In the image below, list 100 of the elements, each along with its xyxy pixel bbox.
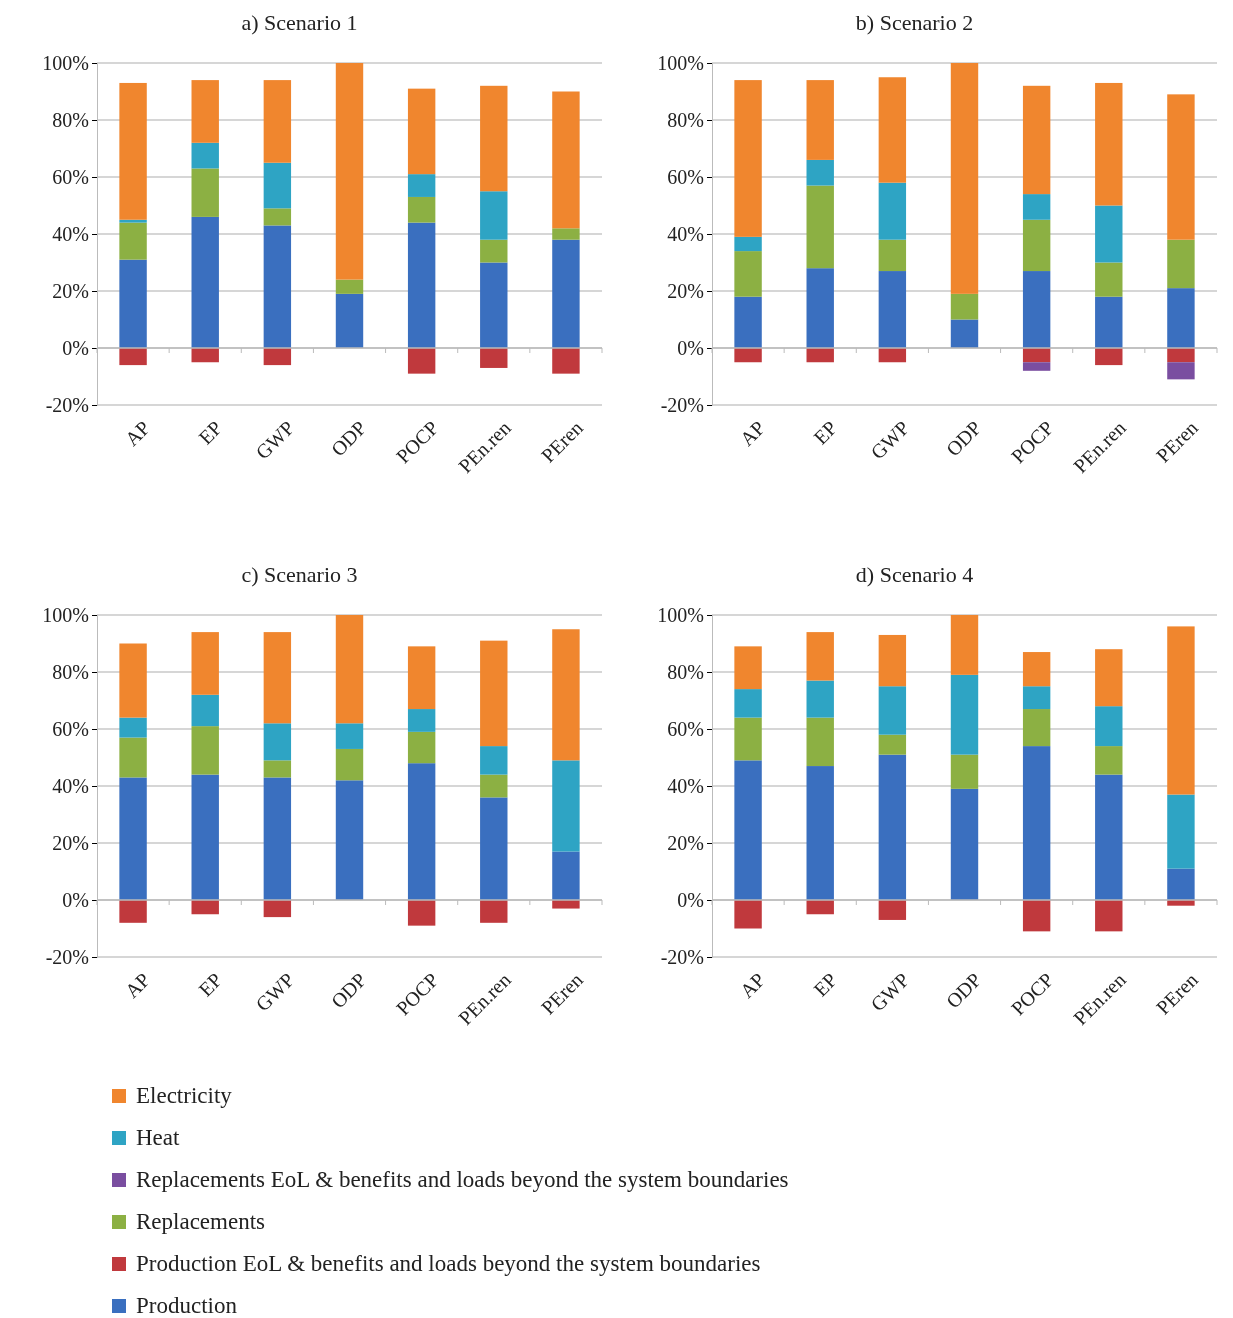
y-tick-label: 60% <box>52 165 89 188</box>
bar <box>335 723 364 749</box>
bar <box>191 216 219 348</box>
y-tick-label: 20% <box>52 831 89 854</box>
bar <box>480 640 508 747</box>
bar <box>1022 652 1051 687</box>
chart-title: a) Scenario 1 <box>241 10 358 35</box>
bar <box>263 225 292 348</box>
bar <box>407 174 436 197</box>
bar <box>335 615 364 724</box>
legend-label: Production EoL & benefits and loads beyond the system boundaries <box>136 1251 761 1276</box>
bar <box>552 228 580 240</box>
bar <box>263 777 292 900</box>
bar <box>119 737 147 778</box>
y-tick-label: -20% <box>45 393 89 416</box>
bar <box>407 709 436 732</box>
x-tick-label: EP <box>809 968 842 1001</box>
y-tick-label: 40% <box>52 222 89 245</box>
bar <box>1022 900 1051 932</box>
bar <box>878 734 907 755</box>
bar <box>950 754 979 789</box>
y-tick-label: 40% <box>667 774 704 797</box>
bar <box>263 632 292 724</box>
bar <box>1095 900 1123 932</box>
bar <box>806 717 834 767</box>
bar <box>878 271 907 348</box>
bar <box>335 63 364 280</box>
bar <box>1095 774 1123 900</box>
y-tick-label: -20% <box>660 945 704 968</box>
bar <box>407 348 436 374</box>
bar <box>878 239 907 272</box>
bar <box>734 717 762 761</box>
bar <box>191 80 219 143</box>
bar <box>1022 271 1051 348</box>
bar <box>1095 205 1123 263</box>
bar <box>191 168 219 217</box>
legend-label: Electricity <box>136 1083 233 1108</box>
bar <box>263 760 292 778</box>
bar <box>407 763 436 900</box>
bar <box>806 680 834 718</box>
bar <box>552 629 580 761</box>
bar <box>734 296 762 348</box>
bar <box>806 185 834 269</box>
bar <box>806 268 834 348</box>
bar <box>734 646 762 690</box>
bar <box>119 82 147 220</box>
bar <box>119 643 147 718</box>
bar <box>552 91 580 229</box>
bar <box>1095 746 1123 775</box>
bar <box>191 694 219 727</box>
bar <box>806 766 834 900</box>
bar <box>407 196 436 223</box>
bar <box>878 754 907 900</box>
x-tick-label: AP <box>735 416 770 451</box>
y-tick-label: 20% <box>667 279 704 302</box>
y-tick-label: 100% <box>657 603 704 626</box>
bar <box>878 900 907 920</box>
bar <box>335 293 364 348</box>
bar <box>734 348 762 363</box>
chart-title: b) Scenario 2 <box>855 10 974 35</box>
bar <box>335 780 364 900</box>
x-tick-label: EP <box>809 416 842 449</box>
bar <box>1095 82 1123 206</box>
bar <box>1167 239 1195 289</box>
y-tick-label: 80% <box>667 660 704 683</box>
x-tick-label: ODP <box>326 416 371 461</box>
bar <box>734 689 762 718</box>
chart-title: d) Scenario 4 <box>855 562 974 587</box>
bar <box>552 239 580 348</box>
bar <box>480 191 508 240</box>
bar <box>1095 296 1123 348</box>
bar <box>480 262 508 348</box>
bar <box>1095 348 1123 366</box>
bar <box>552 348 580 374</box>
y-tick-label: 60% <box>52 717 89 740</box>
y-tick-label: 100% <box>42 51 89 74</box>
bar <box>734 760 762 900</box>
bar <box>119 219 147 223</box>
y-tick-label: 80% <box>52 660 89 683</box>
bar <box>335 279 364 294</box>
bar <box>1022 348 1051 363</box>
bar <box>878 686 907 735</box>
bar <box>806 900 834 915</box>
bar <box>734 900 762 929</box>
y-tick-label: 0% <box>62 336 89 359</box>
x-tick-label: EP <box>194 416 227 449</box>
bar <box>878 634 907 687</box>
y-tick-label: 40% <box>667 222 704 245</box>
x-tick-label: AP <box>735 968 770 1003</box>
bar <box>1022 85 1051 195</box>
bar <box>480 774 508 798</box>
bar <box>806 80 834 160</box>
bar <box>1167 626 1195 795</box>
bar <box>950 615 979 675</box>
bar <box>407 88 436 175</box>
bar <box>335 748 364 781</box>
bar <box>1095 262 1123 297</box>
bar <box>734 80 762 237</box>
bar <box>1022 686 1051 710</box>
y-tick-label: 0% <box>677 888 704 911</box>
